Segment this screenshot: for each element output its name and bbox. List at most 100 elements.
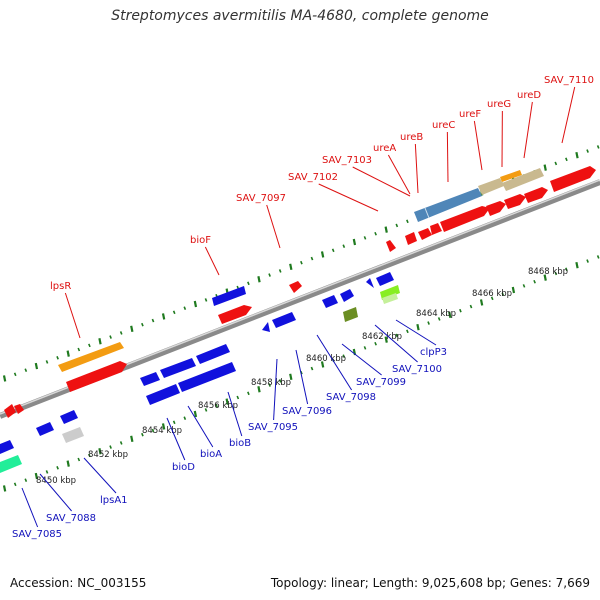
gene-label-ureD: ureD — [517, 90, 541, 101]
gene-label-SAV_7097: SAV_7097 — [236, 193, 286, 204]
tick-mark — [363, 236, 367, 240]
gene-blue-1[interactable] — [140, 372, 160, 386]
tick-mark — [2, 375, 7, 382]
tick-mark — [24, 368, 28, 372]
tick-mark — [88, 453, 91, 458]
gene-lightgreen-2[interactable] — [382, 293, 398, 304]
tick-mark — [406, 329, 409, 334]
gene-bioA[interactable] — [178, 362, 236, 392]
tick-mark — [215, 403, 218, 408]
tick-mark — [77, 347, 81, 352]
scale-label: 8468 kbp — [528, 267, 568, 277]
tick-mark — [45, 470, 49, 474]
gene-SAV_7096[interactable] — [322, 295, 338, 308]
gene-bioB[interactable] — [262, 322, 270, 332]
tick-mark — [236, 395, 240, 400]
tick-mark — [247, 281, 250, 286]
gene-blue-3[interactable] — [196, 344, 230, 364]
tick-mark — [204, 298, 208, 302]
tick-mark — [34, 362, 39, 370]
tick-mark — [533, 279, 536, 284]
gene-label-ureB: ureB — [400, 132, 423, 143]
gene-small-red-2[interactable] — [386, 240, 396, 252]
gene-red-9[interactable] — [524, 187, 548, 203]
tick-mark — [490, 296, 494, 301]
scale-label: 8454 kbp — [142, 426, 182, 436]
label-leader — [446, 131, 449, 183]
label-layer: 8450 kbp 8452 kbp 8454 kbp 8456 kbp 8458 kbp… — [12, 75, 594, 540]
gene-bioF[interactable] — [212, 286, 246, 306]
gene-red-4[interactable] — [418, 228, 432, 240]
tick-mark — [363, 346, 367, 350]
gene-label-SAV_7085: SAV_7085 — [12, 529, 62, 540]
tick-mark — [554, 161, 558, 166]
gene-ureG[interactable] — [500, 170, 522, 182]
tick-mark — [193, 410, 198, 418]
gene-blue-left[interactable] — [0, 440, 14, 454]
gene-SAV_7098[interactable] — [340, 289, 354, 302]
tick-mark — [2, 485, 7, 492]
tick-mark — [395, 223, 399, 228]
tick-mark — [193, 300, 198, 308]
tick-mark — [183, 416, 187, 420]
gene-label-ureA: ureA — [373, 143, 396, 154]
gene-red-left-2[interactable] — [14, 404, 24, 414]
tick-mark — [289, 373, 293, 381]
gene-SAV_7110[interactable] — [550, 166, 596, 192]
label-leader — [341, 343, 382, 376]
tick-mark — [119, 441, 123, 445]
label-leader — [561, 86, 576, 144]
label-leader — [523, 101, 533, 159]
gene-label-SAV_7100: SAV_7100 — [392, 364, 442, 375]
tick-mark — [554, 271, 558, 276]
gene-red-left[interactable] — [4, 404, 16, 418]
tick-mark — [479, 299, 484, 306]
gene-red-1[interactable] — [66, 361, 127, 392]
gene-small-red-1[interactable] — [289, 281, 302, 293]
label-leader — [318, 183, 379, 212]
gene-bioD[interactable] — [146, 384, 180, 405]
tick-mark — [66, 460, 70, 467]
gene-green-olive[interactable] — [343, 307, 358, 322]
tick-mark — [151, 428, 155, 433]
gene-red-5[interactable] — [430, 223, 442, 235]
gene-red-3[interactable] — [405, 232, 417, 245]
gene-SAV_7100[interactable] — [376, 272, 394, 286]
gene-red-7[interactable] — [486, 201, 506, 216]
gene-ureD[interactable] — [502, 168, 544, 191]
tick-mark — [352, 238, 357, 246]
tick-mark — [374, 341, 377, 346]
tick-mark — [342, 244, 346, 248]
tick-mark — [374, 231, 377, 236]
gene-blue-2[interactable] — [160, 358, 196, 378]
label-leader — [414, 143, 419, 194]
gene-clpP3[interactable] — [380, 285, 400, 300]
summary-label: Topology: linear; Length: 9,025,608 bp; … — [270, 576, 590, 590]
tick-mark — [24, 478, 28, 482]
gene-cyan[interactable] — [0, 455, 22, 473]
tick-mark — [384, 226, 388, 233]
page-title: Streptomyces avermitilis MA-4680, comple… — [111, 8, 489, 24]
gene-red-2[interactable] — [218, 305, 252, 324]
gene-ureF[interactable] — [478, 178, 504, 195]
gene-lpsR[interactable] — [58, 342, 124, 372]
tick-mark — [565, 157, 568, 162]
gene-ure-blue[interactable] — [414, 188, 482, 222]
label-leader — [387, 154, 411, 195]
tick-mark — [172, 420, 176, 425]
label-leader — [395, 319, 437, 346]
gene-SAV_7095[interactable] — [272, 312, 296, 328]
gene-red-8[interactable] — [504, 194, 526, 209]
tick-mark — [310, 256, 314, 261]
gene-SAV_7099[interactable] — [366, 278, 374, 288]
tick-mark — [257, 386, 261, 393]
gene-red-6[interactable] — [440, 206, 490, 232]
gene-gray[interactable] — [62, 427, 84, 443]
tick-mark — [119, 331, 123, 335]
gene-label-bioF: bioF — [190, 235, 211, 246]
gene-label-lpsR: lpsR — [50, 281, 71, 292]
tick-mark — [543, 164, 547, 171]
gene-lpsA1[interactable] — [60, 410, 78, 424]
gene-SAV_7088[interactable] — [36, 422, 54, 436]
